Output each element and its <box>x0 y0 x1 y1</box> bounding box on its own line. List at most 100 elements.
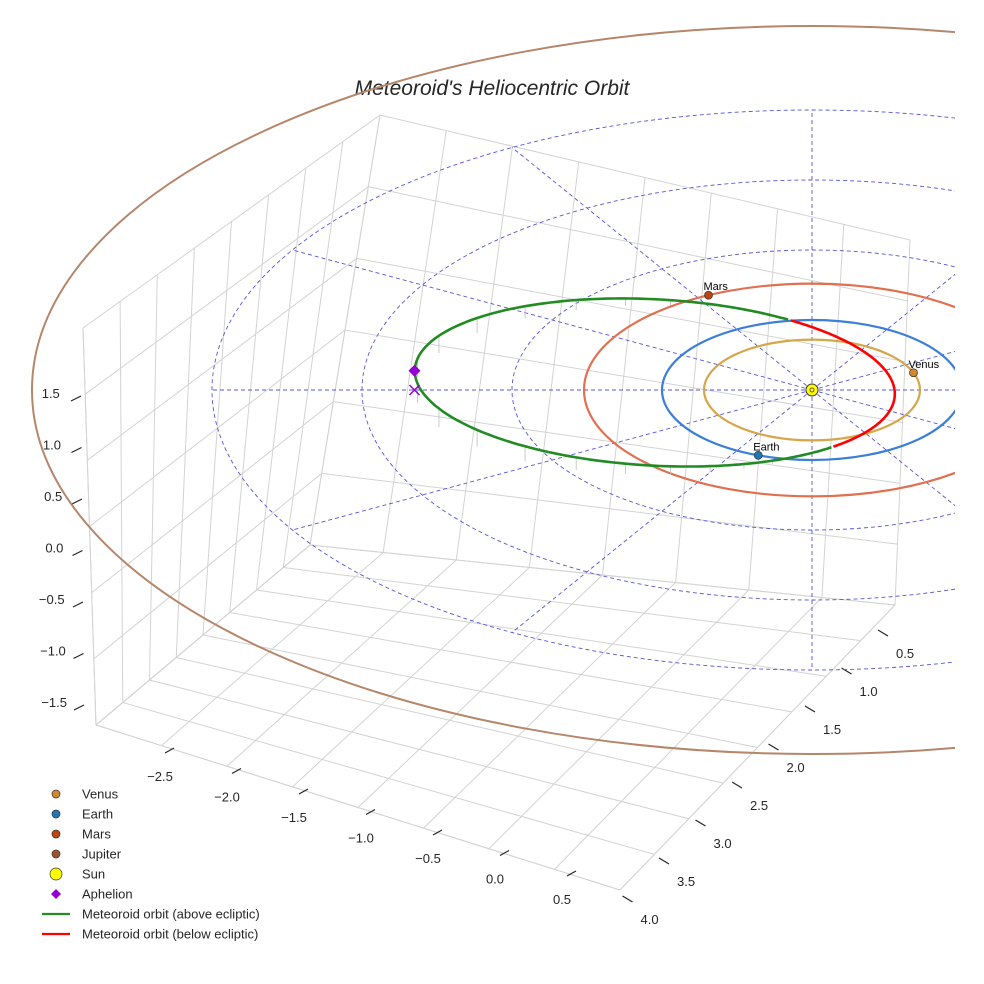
meteoroid-orbit <box>413 297 897 475</box>
z-axis-tick-label: 1.0 <box>43 438 61 453</box>
x-axis-tick-label: 0.5 <box>553 892 571 907</box>
legend-entry: Mars <box>51 827 111 842</box>
aphelion-projection-marker <box>408 384 421 396</box>
reference-radial-line <box>511 389 813 633</box>
wall-grid-line <box>379 114 911 241</box>
legend-label: Meteoroid orbit (above ecliptic) <box>82 907 260 922</box>
meteoroid-orbit-below-line <box>832 393 897 448</box>
chart-title: Meteoroid's Heliocentric Orbit <box>355 77 631 100</box>
aphelion-marker <box>408 364 421 377</box>
floor-grid-line <box>488 589 750 850</box>
x-axis-tick <box>298 788 309 795</box>
y-axis-tick-label: 4.0 <box>641 912 659 927</box>
y-axis-tick <box>731 781 743 789</box>
y-axis-tick-label: 2.5 <box>750 798 768 813</box>
y-axis-tick-label: 1.5 <box>823 722 841 737</box>
legend-label: Meteoroid orbit (below ecliptic) <box>82 927 258 942</box>
jupiter-orbit <box>31 25 955 755</box>
y-axis-tick <box>695 819 706 827</box>
floor-grid-line <box>554 597 823 870</box>
venus-label: Venus <box>908 359 939 371</box>
wall-grid-line <box>356 257 906 363</box>
wall-grid-line <box>84 186 369 395</box>
wall-grid-line <box>344 329 903 423</box>
legend-entry: Sun <box>49 867 105 882</box>
reference-grid <box>211 109 955 671</box>
x-axis-tick <box>432 829 443 836</box>
mars-orbit <box>582 282 955 498</box>
bodies: Venus Earth Mars <box>408 281 940 460</box>
legend-label: Sun <box>82 867 105 882</box>
mars-marker <box>704 290 713 300</box>
mars-label: Mars <box>703 281 728 293</box>
legend-entry: Earth <box>51 807 113 822</box>
earth-orbit <box>660 318 955 462</box>
z-axis-tick <box>72 549 83 557</box>
legend-entry: Meteoroid orbit (below ecliptic) <box>42 927 258 942</box>
sun-marker <box>805 383 819 397</box>
x-axis-tick <box>566 870 577 877</box>
y-axis-tick-label: 3.5 <box>677 874 695 889</box>
z-axis-tick <box>73 652 84 660</box>
z-axis-tick <box>70 395 82 402</box>
z-axis-tick-label: −1.5 <box>41 695 67 710</box>
reference-radial-line <box>811 389 955 507</box>
wall-grid-line <box>93 472 322 660</box>
legend-label: Venus <box>82 787 119 802</box>
floor-grid-line <box>283 567 861 642</box>
wall-grid-line <box>82 114 381 329</box>
wall-grid-line <box>87 257 357 461</box>
reference-circle <box>211 109 955 671</box>
y-axis-tick-label: 0.5 <box>896 646 914 661</box>
legend-label: Earth <box>82 807 113 822</box>
reference-radial-line <box>811 273 955 391</box>
legend-label: Mars <box>82 827 111 842</box>
floor-grid-line <box>357 574 603 808</box>
x-axis-tick-label: −2.5 <box>147 769 173 784</box>
wall-grid-line <box>321 472 898 545</box>
earth-label: Earth <box>753 441 779 453</box>
z-axis-tick-label: 0.5 <box>44 489 62 504</box>
legend-entry: Jupiter <box>51 847 122 862</box>
legend-circle-swatch <box>49 867 63 881</box>
legend-circle-swatch <box>51 849 61 859</box>
x-axis-tick-label: −2.0 <box>214 790 240 805</box>
y-axis-tick-label: 1.0 <box>860 684 878 699</box>
wall-grid-line <box>333 401 901 484</box>
x-axis-tick-label: 0.0 <box>486 872 504 887</box>
y-axis-tick <box>768 743 779 751</box>
legend-entry: Venus <box>51 787 119 802</box>
z-axis-tick-label: 1.5 <box>42 386 60 401</box>
legend-label: Jupiter <box>82 847 122 862</box>
sun-center-dot <box>809 387 815 393</box>
meteoroid-orbit-below-line <box>790 319 897 395</box>
wall-grid-line <box>309 544 896 606</box>
z-axis-tick <box>72 601 84 608</box>
venus-marker <box>909 368 918 378</box>
legend: Venus Earth Mars Jupiter Sun Aphelion Meteoroi… <box>42 787 260 942</box>
z-axis-tick-label: −1.0 <box>40 644 66 659</box>
x-axis-tick <box>231 767 242 775</box>
z-axis-tick-label: −0.5 <box>39 592 65 607</box>
venus-orbit <box>702 338 922 442</box>
box-edge <box>619 604 896 891</box>
x-axis-tick <box>499 849 510 857</box>
legend-circle-swatch <box>51 829 61 839</box>
planet-orbits <box>31 25 955 755</box>
legend-circle-swatch <box>51 789 61 799</box>
axis-ticks: −1.5 −1.0 −0.5 0.0 0.5 1.0 1.5 −2.5 −2.0 −1.5 −1.0… <box>39 386 914 927</box>
legend-label: Aphelion <box>82 887 133 902</box>
box-grid <box>82 114 911 891</box>
z-axis-tick-label: 0.0 <box>45 541 63 556</box>
legend-circle-swatch <box>51 809 61 819</box>
y-axis-tick <box>877 629 889 637</box>
legend-entry: Aphelion <box>51 887 133 902</box>
floor-grid-line <box>229 612 792 713</box>
x-axis-tick <box>164 747 175 754</box>
reference-radial-line <box>292 249 813 391</box>
wall-grid-line <box>368 186 908 302</box>
y-axis-tick <box>841 667 852 675</box>
y-axis-tick <box>622 895 633 903</box>
reference-radial-line <box>292 389 813 531</box>
box-edge <box>95 724 621 891</box>
